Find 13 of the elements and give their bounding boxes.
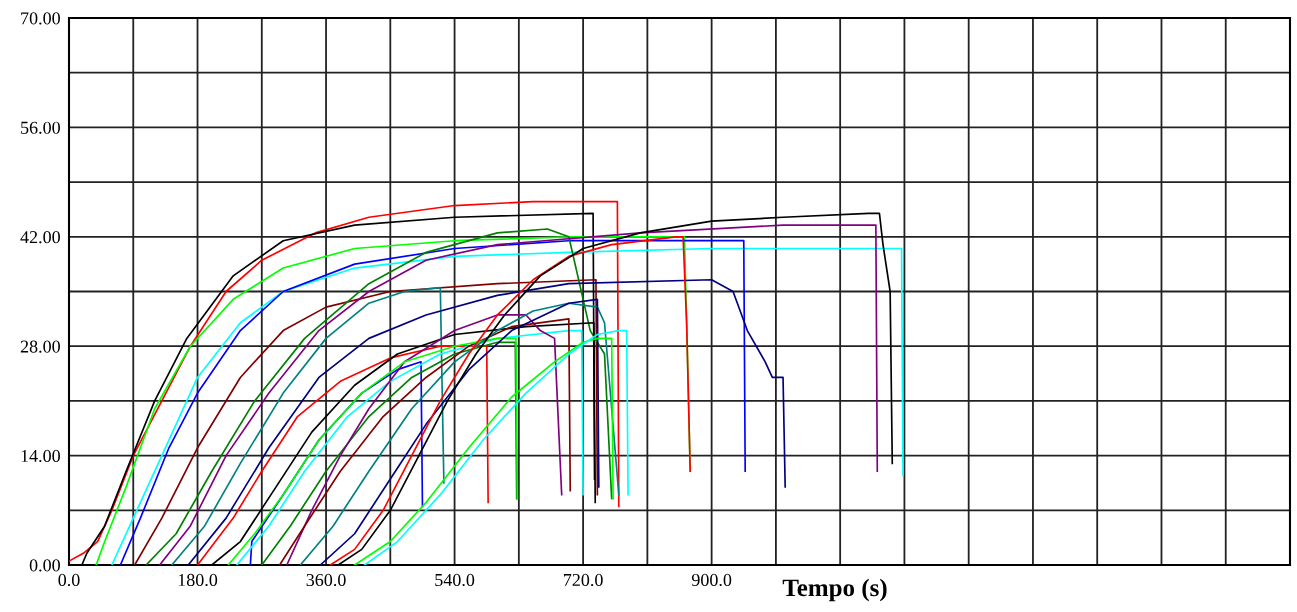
x-tick-label: 180.0 — [178, 573, 218, 587]
y-tick-label: 70.00 — [21, 12, 60, 25]
x-tick-label: 540.0 — [435, 573, 475, 587]
x-axis-title: Tempo (s) — [782, 578, 887, 602]
x-tick-label: 720.0 — [563, 573, 603, 587]
x-tick-label: 900.0 — [691, 573, 732, 587]
y-tick-label: 0.00 — [29, 559, 60, 572]
y-tick-label: 56.00 — [21, 121, 60, 134]
y-tick-label: 28.00 — [20, 340, 60, 353]
y-tick-label: 42.00 — [20, 231, 60, 244]
x-tick-label: 0.0 — [58, 573, 80, 587]
y-tick-label: 14.00 — [21, 449, 60, 463]
x-tick-label: 360.0 — [306, 573, 346, 587]
